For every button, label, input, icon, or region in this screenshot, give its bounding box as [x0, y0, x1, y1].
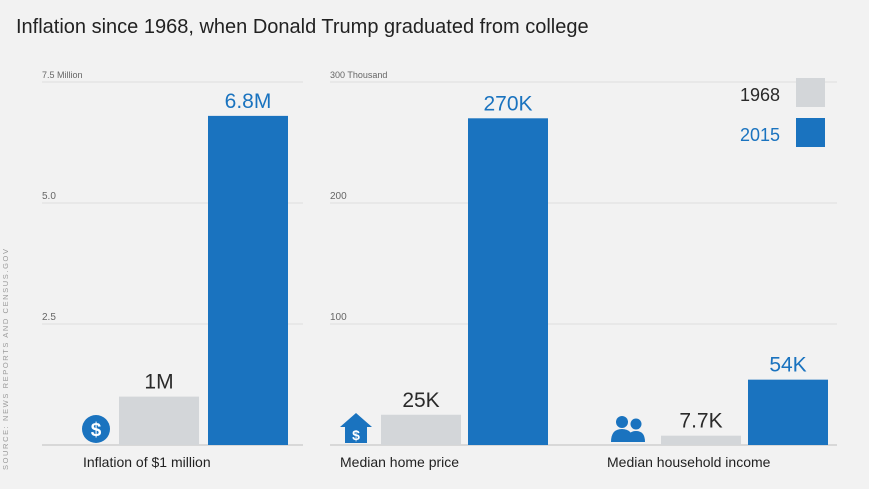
y-tick-label: 100 — [330, 312, 347, 323]
dollar-sign-glyph: $ — [352, 427, 360, 443]
category-label: Median household income — [607, 454, 771, 470]
bar-2015 — [208, 115, 288, 445]
data-label: 54K — [769, 354, 806, 377]
legend-swatch-2015 — [796, 118, 825, 147]
legend-label-2015: 2015 — [740, 125, 781, 145]
y-tick-label: 200 — [330, 191, 347, 202]
bar-2015 — [748, 379, 828, 445]
people-icon — [616, 416, 628, 428]
chart-title: Inflation since 1968, when Donald Trump … — [16, 16, 589, 38]
person-head-shape — [630, 418, 642, 430]
data-label: 6.8M — [225, 90, 272, 113]
house-dollar-icon — [340, 413, 372, 443]
legend: 1968 2015 — [740, 78, 830, 158]
legend-item-1968: 1968 — [740, 78, 830, 110]
category-label: Inflation of $1 million — [83, 454, 211, 470]
legend-swatch-1968 — [796, 78, 825, 107]
dollar-sign-glyph: $ — [91, 420, 102, 441]
y-tick-label: 300 Thousand — [330, 70, 387, 80]
y-tick-label: 5.0 — [42, 191, 56, 202]
bar-1968 — [381, 414, 461, 445]
legend-item-2015: 2015 — [740, 118, 830, 150]
data-label: 7.7K — [679, 410, 722, 433]
data-label: 270K — [483, 92, 532, 115]
y-tick-label: 2.5 — [42, 312, 56, 323]
bar-1968 — [119, 396, 199, 445]
bar-1968 — [661, 435, 741, 445]
data-label: 1M — [144, 371, 173, 394]
category-label: Median home price — [340, 454, 459, 470]
y-tick-label: 7.5 Million — [42, 70, 83, 80]
bar-2015 — [468, 118, 548, 446]
legend-label-1968: 1968 — [740, 85, 781, 105]
person-body-shape — [627, 431, 645, 442]
data-label: 25K — [402, 389, 439, 412]
dollar-circle-icon — [82, 415, 110, 443]
